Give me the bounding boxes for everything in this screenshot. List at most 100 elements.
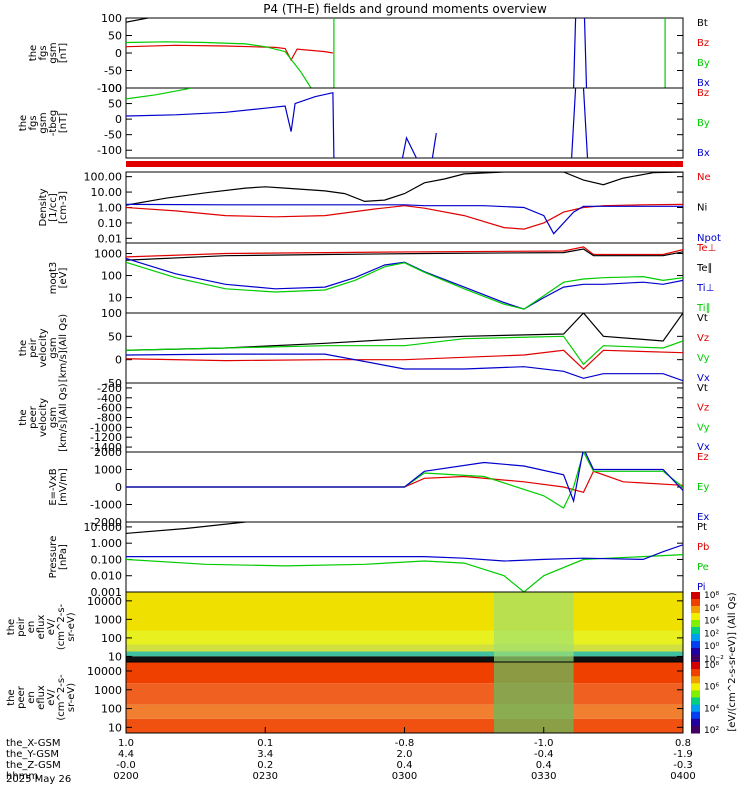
y-tick-label: 1000	[94, 613, 122, 626]
spectrogram-band	[126, 644, 683, 652]
x-tick-label: -0.8	[395, 738, 415, 749]
y-axis-label-line: the	[6, 689, 17, 705]
colorbar-peir_spec: 10⁸ 10⁶ 10⁴ 10² 10⁰ 10⁻²	[691, 591, 724, 665]
x-tick-label: 4.4	[118, 749, 134, 760]
y-tick-label: 100	[101, 632, 122, 645]
x-row-label: hhmm	[6, 771, 38, 782]
y-tick-label: 1.00	[98, 202, 123, 215]
colorbar-segment	[691, 676, 700, 684]
panel-frame	[125, 382, 684, 453]
x-tick-label: -0.0	[116, 760, 136, 771]
y-axis-label-line: E=-VxB	[48, 468, 59, 505]
series-Ex	[126, 452, 683, 504]
y-tick-label: 100	[101, 270, 122, 283]
x-tick-label: -1.0	[534, 738, 554, 749]
colorbar-segment	[691, 662, 700, 670]
legend-entry: Npot	[697, 233, 721, 244]
spectrogram-band	[494, 592, 574, 662]
legend-entry: Pb	[697, 542, 709, 553]
x-tick-label: 0400	[670, 771, 695, 782]
legend-entry: By	[697, 58, 710, 69]
spectrogram-band	[126, 704, 683, 719]
x-tick-label: -0.4	[534, 749, 554, 760]
panel-peir_spec: 10⁸ 10⁶ 10⁴ 10² 10⁰ 10⁻² 10000 1000 100 10 the peir…	[6, 591, 724, 665]
y-tick-label: 10.00	[91, 186, 123, 199]
panel-fgs_tbeg: 100 50 0 -50 -100 the fgs gsm -tbeg [nT] Bz By Bx	[18, 82, 710, 159]
panel-frame	[125, 87, 684, 159]
y-axis-label-line: Density	[38, 188, 49, 226]
y-tick-label: 2000	[94, 446, 122, 459]
y-axis-label-line: gsm	[38, 112, 49, 133]
colorbar-segment	[691, 683, 700, 691]
colorbar-tick: 10⁴	[704, 704, 719, 714]
colorbar-segment	[691, 599, 700, 607]
y-tick-label: 10	[108, 650, 122, 663]
y-tick-label: -1000	[90, 421, 122, 434]
y-tick-label: -1000	[90, 499, 122, 512]
y-axis-label-line: (cm^2-s-	[56, 603, 67, 650]
y-tick-label: 10	[108, 292, 122, 305]
colorbar-tick: 10⁴	[704, 617, 719, 627]
legend-velocity: Vt Vz Vy Vx	[697, 313, 710, 384]
y-axis-label-line: velocity	[38, 328, 49, 367]
y-axis-label-line: [km/s](All Qs)	[58, 383, 69, 451]
legend-entry: Pi	[697, 582, 706, 593]
colorbar-tick: 10⁶	[704, 683, 719, 693]
legend-temp: Te⊥ Te∥ Ti⊥ Ti∥	[696, 243, 716, 314]
colorbar-tick: 10⁸	[704, 591, 719, 601]
series-By	[126, 88, 192, 100]
colorbar-segment	[691, 655, 700, 663]
legend-entry: Bz	[697, 38, 709, 49]
legend-entry: Vt	[697, 383, 708, 394]
y-axis-label: E=-VxB [mV/m]	[48, 468, 69, 506]
colorbar-tick: 10⁰	[704, 642, 719, 652]
y-tick-label: 100	[101, 307, 122, 320]
legend-entry: Vz	[697, 403, 709, 414]
y-axis-label-line: fgs	[38, 45, 49, 60]
y-axis-label-line: [nT]	[58, 43, 69, 63]
x-tick-label: 0.2	[257, 760, 273, 771]
x-row-label: the_Y-GSM	[6, 749, 59, 760]
y-tick-label: 0.01	[98, 232, 123, 245]
y-tick-label: -600	[97, 402, 122, 415]
legend-entry: Bt	[697, 18, 708, 29]
y-axis-label-line: the	[28, 45, 39, 61]
colorbar-segment	[691, 711, 700, 720]
y-tick-label: 100	[101, 82, 122, 95]
legend-entry: Bx	[697, 148, 710, 159]
colorbar-tick: 10²	[704, 726, 719, 736]
legend-entry: Vz	[697, 333, 709, 344]
colorbar-segment	[691, 725, 700, 734]
y-axis-label-line: [km/s](All Qs)	[58, 314, 69, 382]
panel-efield: 2000 1000 0 -1000 -2000 E=-VxB [mV/m] Ez Ey Ex	[48, 446, 709, 529]
y-tick-label: 0.010	[91, 570, 123, 583]
series-Te_perp	[126, 246, 683, 258]
x-tick-label: 3.4	[257, 749, 273, 760]
y-tick-label: -50	[104, 377, 122, 390]
date-label: 2025 May 26	[6, 774, 71, 785]
series-Vz	[126, 349, 683, 370]
y-tick-label: 0	[115, 354, 122, 367]
colorbar-segment	[691, 606, 700, 614]
y-tick-label: 100.00	[84, 171, 123, 184]
panel-peer_velocity: -200-400-600-800-1000-1200-1400 the peer ve…	[18, 382, 710, 454]
series-Npot	[126, 203, 683, 235]
legend-entry: Ti⊥	[696, 283, 714, 294]
x-tick-label: 0200	[113, 771, 138, 782]
series-Bx3	[431, 133, 437, 158]
series-Bx2	[583, 18, 588, 88]
colorbar-segment	[691, 613, 700, 621]
y-axis-label-line: -tbeg	[48, 110, 59, 136]
y-tick-label: 10.000	[84, 521, 123, 534]
colorbar-peer_spec: 10⁸ 10⁶ 10⁴ 10²	[691, 661, 719, 736]
y-tick-label: 50	[108, 98, 122, 111]
legend-entry: Bx	[697, 78, 710, 89]
y-axis-label-line: the	[18, 115, 29, 131]
y-tick-label: -800	[97, 412, 122, 425]
legend-pressure: Pt Pb Pe Pi	[697, 522, 709, 593]
series-Ni	[126, 172, 683, 206]
y-tick-label: 50	[108, 330, 122, 343]
y-axis-label-line: [cm-3]	[58, 191, 69, 224]
y-axis-label: the peir velocity gsm [km/s](All Qs)	[18, 314, 69, 382]
series-Bx2	[401, 135, 417, 158]
